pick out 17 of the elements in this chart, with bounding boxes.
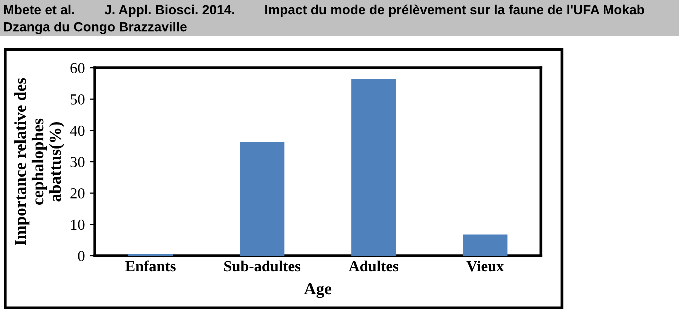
bar: [352, 79, 396, 256]
text: Mbete et al. J. Appl. Biosci. 2014. Impact du mode de prélèvement sur la faune de l'UFA Mokab Dzanga du Congo Brazzaville: [4, 4, 644, 34]
y-tick-label: 0: [78, 251, 85, 262]
x-axis-title: Age: [304, 283, 332, 298]
bar: [463, 234, 508, 256]
y-tick-label: 50: [70, 94, 85, 105]
y-tick-label: 60: [70, 63, 85, 74]
y-tick-label: 20: [70, 188, 85, 199]
y-axis-title: Importance relative des cephalophes abattus(%): [14, 78, 65, 246]
bar: [240, 142, 285, 256]
x-tick-label: Enfants: [126, 260, 176, 272]
y-tick-label: 40: [70, 126, 85, 136]
y-tick-label: 30: [70, 157, 85, 168]
x-tick-label: Adultes: [348, 260, 399, 272]
x-tick-label: Sub-adultes: [224, 260, 301, 272]
y-tick-label: 10: [71, 220, 85, 230]
x-tick-label: Vieux: [466, 260, 504, 272]
